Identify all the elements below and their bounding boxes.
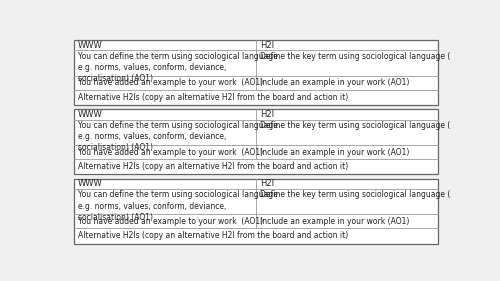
Text: Include an example in your work (AO1): Include an example in your work (AO1) xyxy=(260,148,410,157)
Text: You have added an example to your work  (AO1): You have added an example to your work (… xyxy=(78,78,263,87)
Text: H2I: H2I xyxy=(260,41,274,50)
Text: Include an example in your work (AO1): Include an example in your work (AO1) xyxy=(260,78,410,87)
Bar xyxy=(74,40,438,105)
Text: Alternative H2Is (copy an alternative H2I from the board and action it): Alternative H2Is (copy an alternative H2… xyxy=(78,93,348,102)
Text: Alternative H2Is (copy an alternative H2I from the board and action it): Alternative H2Is (copy an alternative H2… xyxy=(78,162,348,171)
Text: You have added an example to your work  (AO1): You have added an example to your work (… xyxy=(78,217,263,226)
Bar xyxy=(74,110,438,174)
Bar xyxy=(74,179,438,244)
Text: Alternative H2Is (copy an alternative H2I from the board and action it): Alternative H2Is (copy an alternative H2… xyxy=(78,232,348,241)
Text: Define the key term using sociological language (AO1): Define the key term using sociological l… xyxy=(260,191,469,200)
Text: Define the key term using sociological language (AO1): Define the key term using sociological l… xyxy=(260,52,469,61)
Text: WWW: WWW xyxy=(78,179,103,188)
Text: You can define the term using sociological language
e.g. norms, values, conform,: You can define the term using sociologic… xyxy=(78,52,278,83)
Text: You can define the term using sociological language
e.g. norms, values, conform,: You can define the term using sociologic… xyxy=(78,191,278,222)
Text: You have added an example to your work  (AO1): You have added an example to your work (… xyxy=(78,148,263,157)
Text: WWW: WWW xyxy=(78,41,103,50)
Text: Define the key term using sociological language (AO1): Define the key term using sociological l… xyxy=(260,121,469,130)
Text: You can define the term using sociological language
e.g. norms, values, conform,: You can define the term using sociologic… xyxy=(78,121,278,152)
Text: WWW: WWW xyxy=(78,110,103,119)
Text: H2I: H2I xyxy=(260,110,274,119)
Text: Include an example in your work (AO1): Include an example in your work (AO1) xyxy=(260,217,410,226)
Text: H2I: H2I xyxy=(260,179,274,188)
